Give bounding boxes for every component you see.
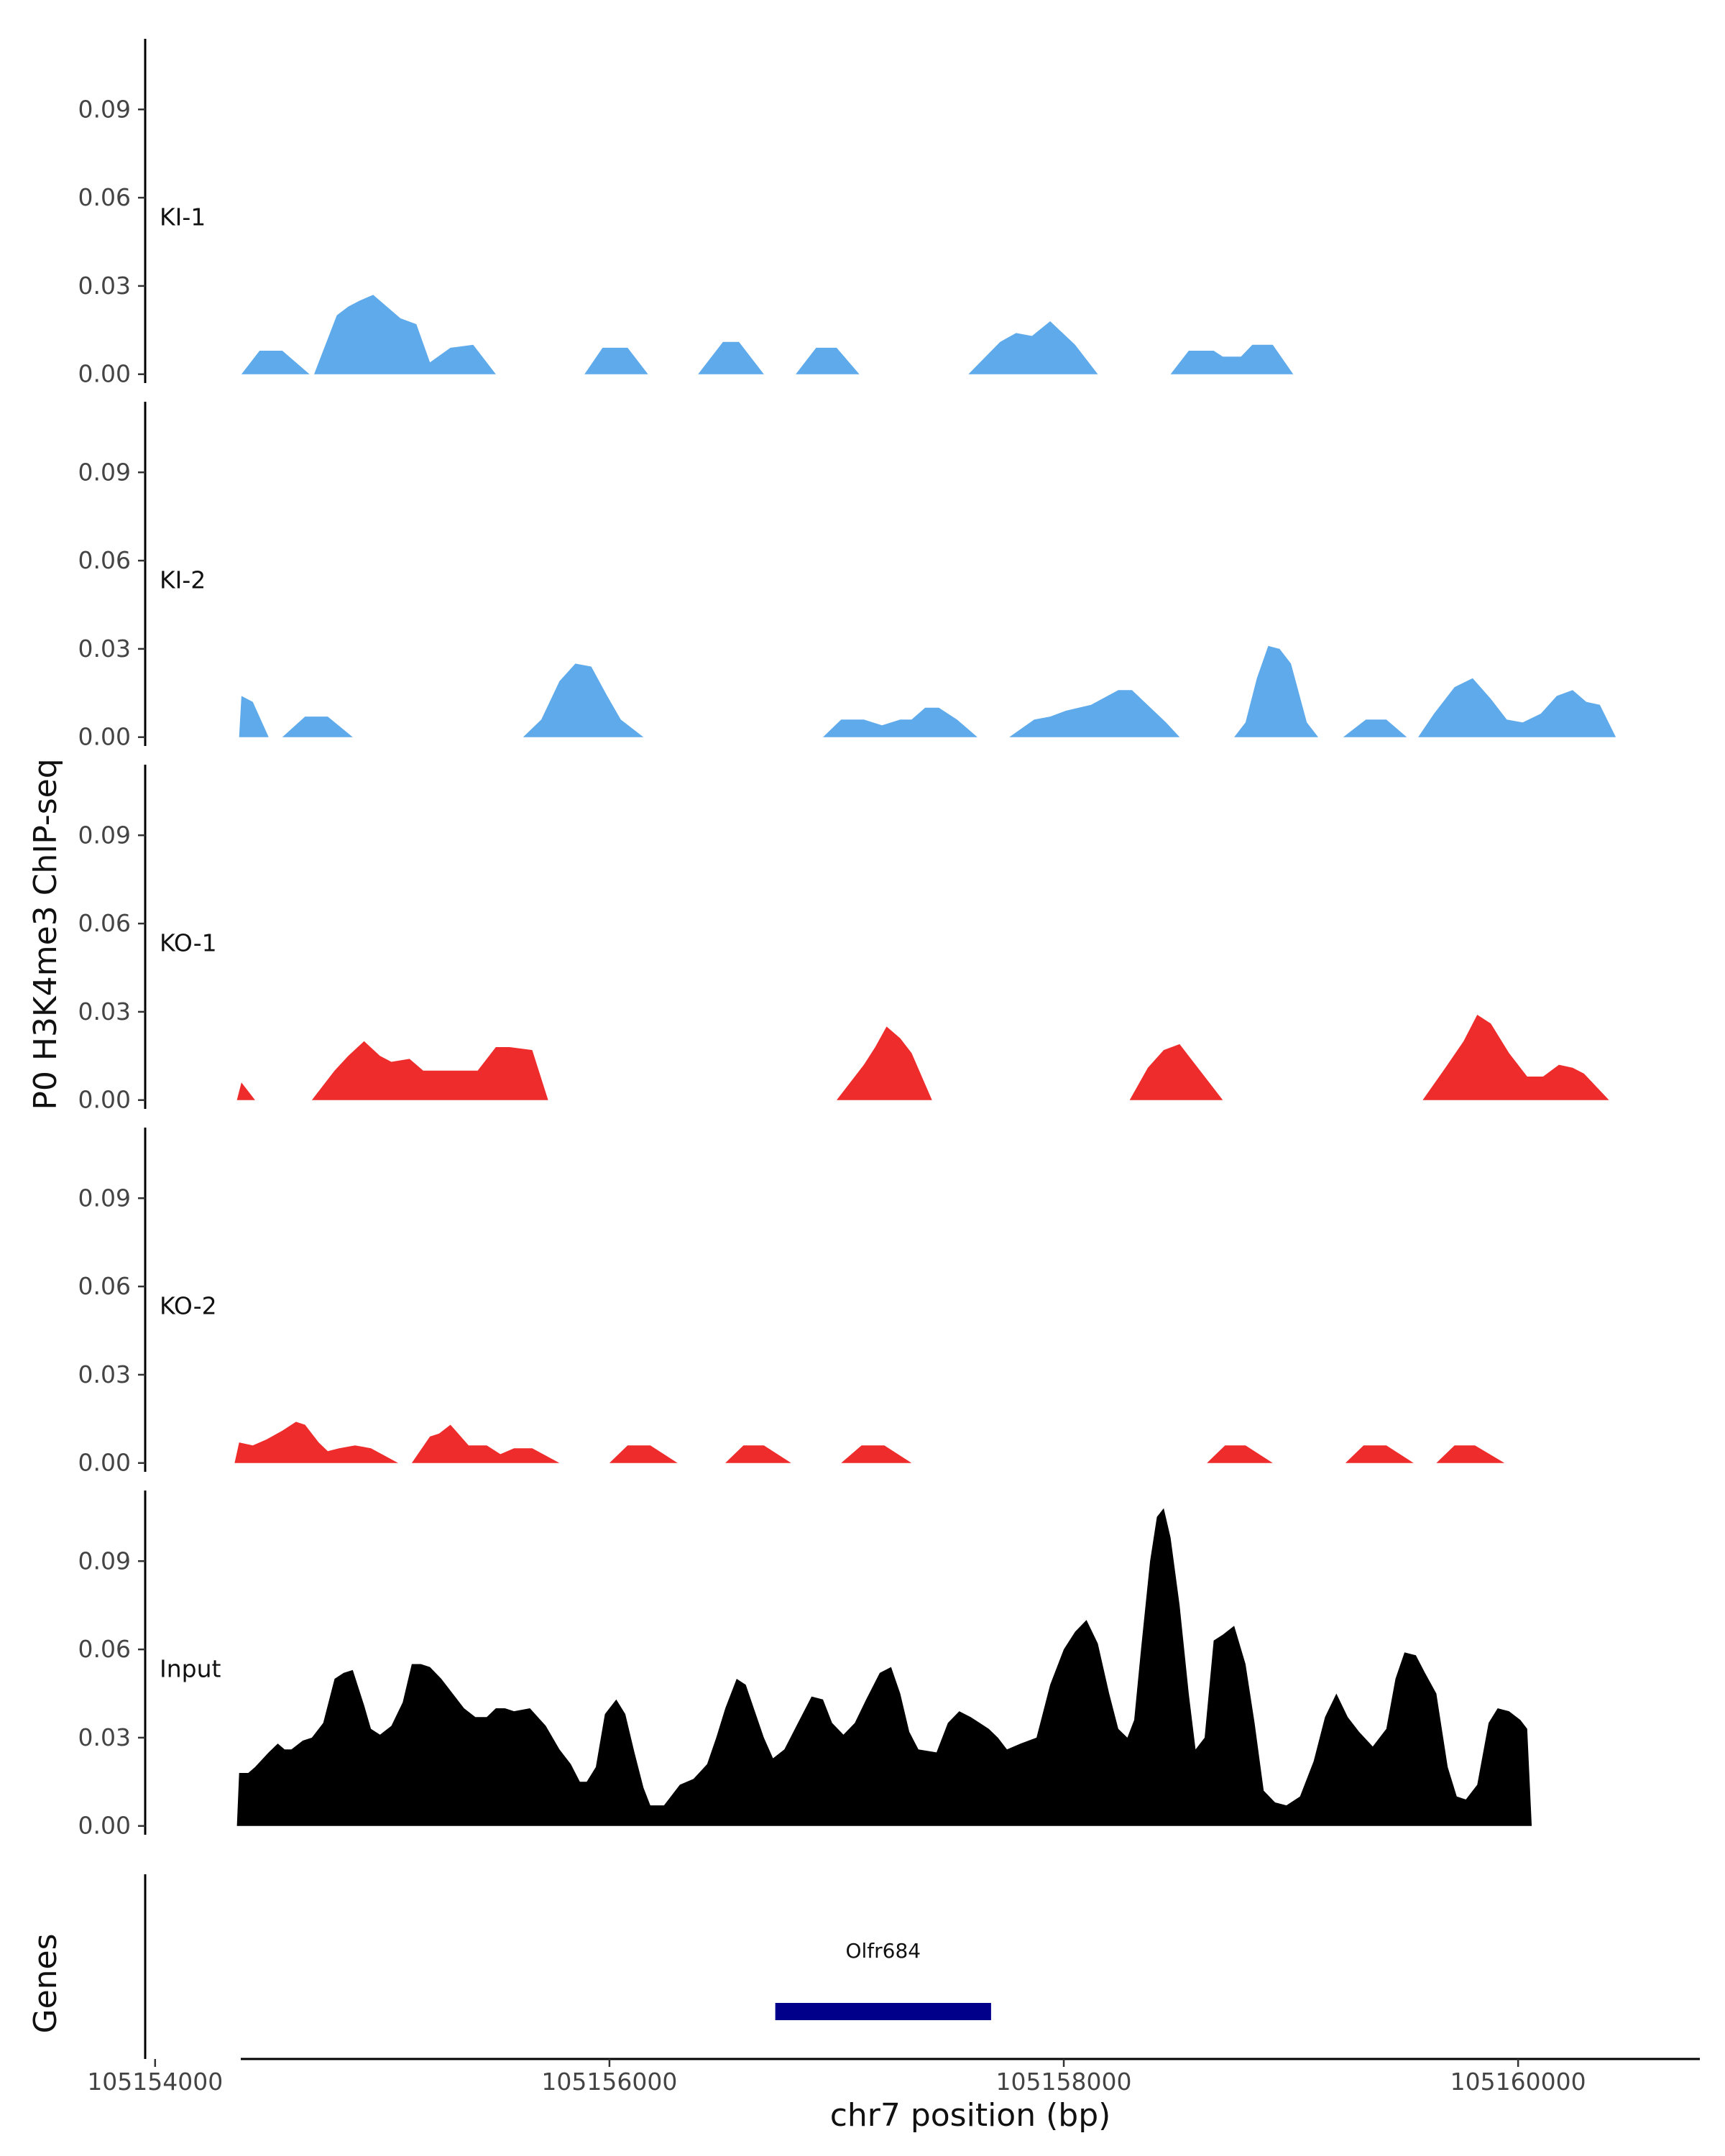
y-axis-title: P0 H3K4me3 ChIP-seq — [27, 758, 64, 1110]
y-tick-label: 0.03 — [78, 1360, 131, 1388]
signal-area — [1422, 1015, 1609, 1100]
gene-bar — [775, 2003, 991, 2020]
gene-name-label: Olfr684 — [845, 1939, 921, 1963]
x-tick-label: 105160000 — [1450, 2068, 1586, 2096]
track-panels: 0.00 0.03 0.06 0.09 KI-1 0.00 0.03 0.06 0.09 KI-2… — [78, 39, 1616, 1840]
y-tick-label: 0.03 — [78, 272, 131, 300]
signal-area — [837, 1026, 932, 1100]
signal-area — [609, 1445, 678, 1463]
y-tick-label: 0.03 — [78, 1723, 131, 1751]
track-label: KO-2 — [160, 1292, 217, 1320]
signal-area — [841, 1445, 912, 1463]
signal-area — [1207, 1445, 1273, 1463]
track-panel: 0.00 0.03 0.06 0.09 Input — [78, 1491, 1532, 1840]
signal-area — [234, 1422, 398, 1463]
y-tick-label: 0.03 — [78, 635, 131, 663]
y-tick-label: 0.09 — [78, 95, 131, 123]
signal-area — [1009, 690, 1180, 737]
gene-panel: Olfr684 — [144, 1874, 991, 2059]
track-panel: 0.00 0.03 0.06 0.09 KI-1 — [78, 39, 1294, 388]
signal-area — [1343, 719, 1407, 737]
y-tick-label: 0.00 — [78, 360, 131, 388]
y-tick-label: 0.00 — [78, 1449, 131, 1477]
signal-area — [796, 347, 860, 374]
signal-area — [239, 696, 269, 737]
track-panel: 0.00 0.03 0.06 0.09 KI-2 — [78, 402, 1616, 751]
track-panel: 0.00 0.03 0.06 0.09 KO-1 — [78, 765, 1609, 1114]
y-tick-label: 0.06 — [78, 1272, 131, 1300]
y-tick-label: 0.09 — [78, 1184, 131, 1212]
signal-area — [725, 1445, 791, 1463]
y-tick-label: 0.09 — [78, 821, 131, 849]
y-tick-label: 0.09 — [78, 1547, 131, 1575]
signal-area — [282, 717, 353, 737]
signal-area — [1418, 678, 1616, 737]
track-label: KI-1 — [160, 203, 206, 231]
x-axis: 105154000 105156000 105158000 105160000 — [87, 2058, 1700, 2096]
x-axis-title: chr7 position (bp) — [830, 2097, 1111, 2134]
signal-area — [241, 351, 310, 374]
signal-area — [311, 1041, 548, 1100]
gene-track-title: Genes — [27, 1933, 64, 2033]
signal-area — [1436, 1445, 1505, 1463]
x-tick-label: 105158000 — [996, 2068, 1132, 2096]
signal-area — [236, 1508, 1532, 1826]
y-tick-label: 0.09 — [78, 458, 131, 486]
y-tick-label: 0.06 — [78, 1635, 131, 1663]
signal-area — [1129, 1044, 1223, 1100]
track-panel: 0.00 0.03 0.06 0.09 KO-2 — [78, 1128, 1505, 1477]
signal-area — [1170, 344, 1294, 374]
y-tick-label: 0.00 — [78, 1086, 131, 1114]
y-tick-label: 0.00 — [78, 723, 131, 751]
signal-area — [523, 663, 644, 737]
signal-area — [236, 1082, 255, 1100]
signal-area — [1345, 1445, 1414, 1463]
x-tick-label: 105154000 — [87, 2068, 223, 2096]
signal-area — [698, 341, 764, 374]
signal-area — [1234, 645, 1318, 737]
y-tick-label: 0.03 — [78, 998, 131, 1026]
signal-area — [411, 1424, 560, 1463]
signal-area — [968, 321, 1098, 374]
y-tick-label: 0.06 — [78, 183, 131, 211]
track-label: Input — [160, 1655, 221, 1683]
track-label: KO-1 — [160, 929, 217, 957]
signal-area — [823, 707, 978, 737]
signal-area — [314, 295, 496, 374]
x-tick-label: 105156000 — [541, 2068, 677, 2096]
track-label: KI-2 — [160, 566, 206, 594]
y-tick-label: 0.06 — [78, 909, 131, 937]
signal-area — [584, 347, 648, 374]
y-tick-label: 0.06 — [78, 546, 131, 574]
y-tick-label: 0.00 — [78, 1812, 131, 1840]
